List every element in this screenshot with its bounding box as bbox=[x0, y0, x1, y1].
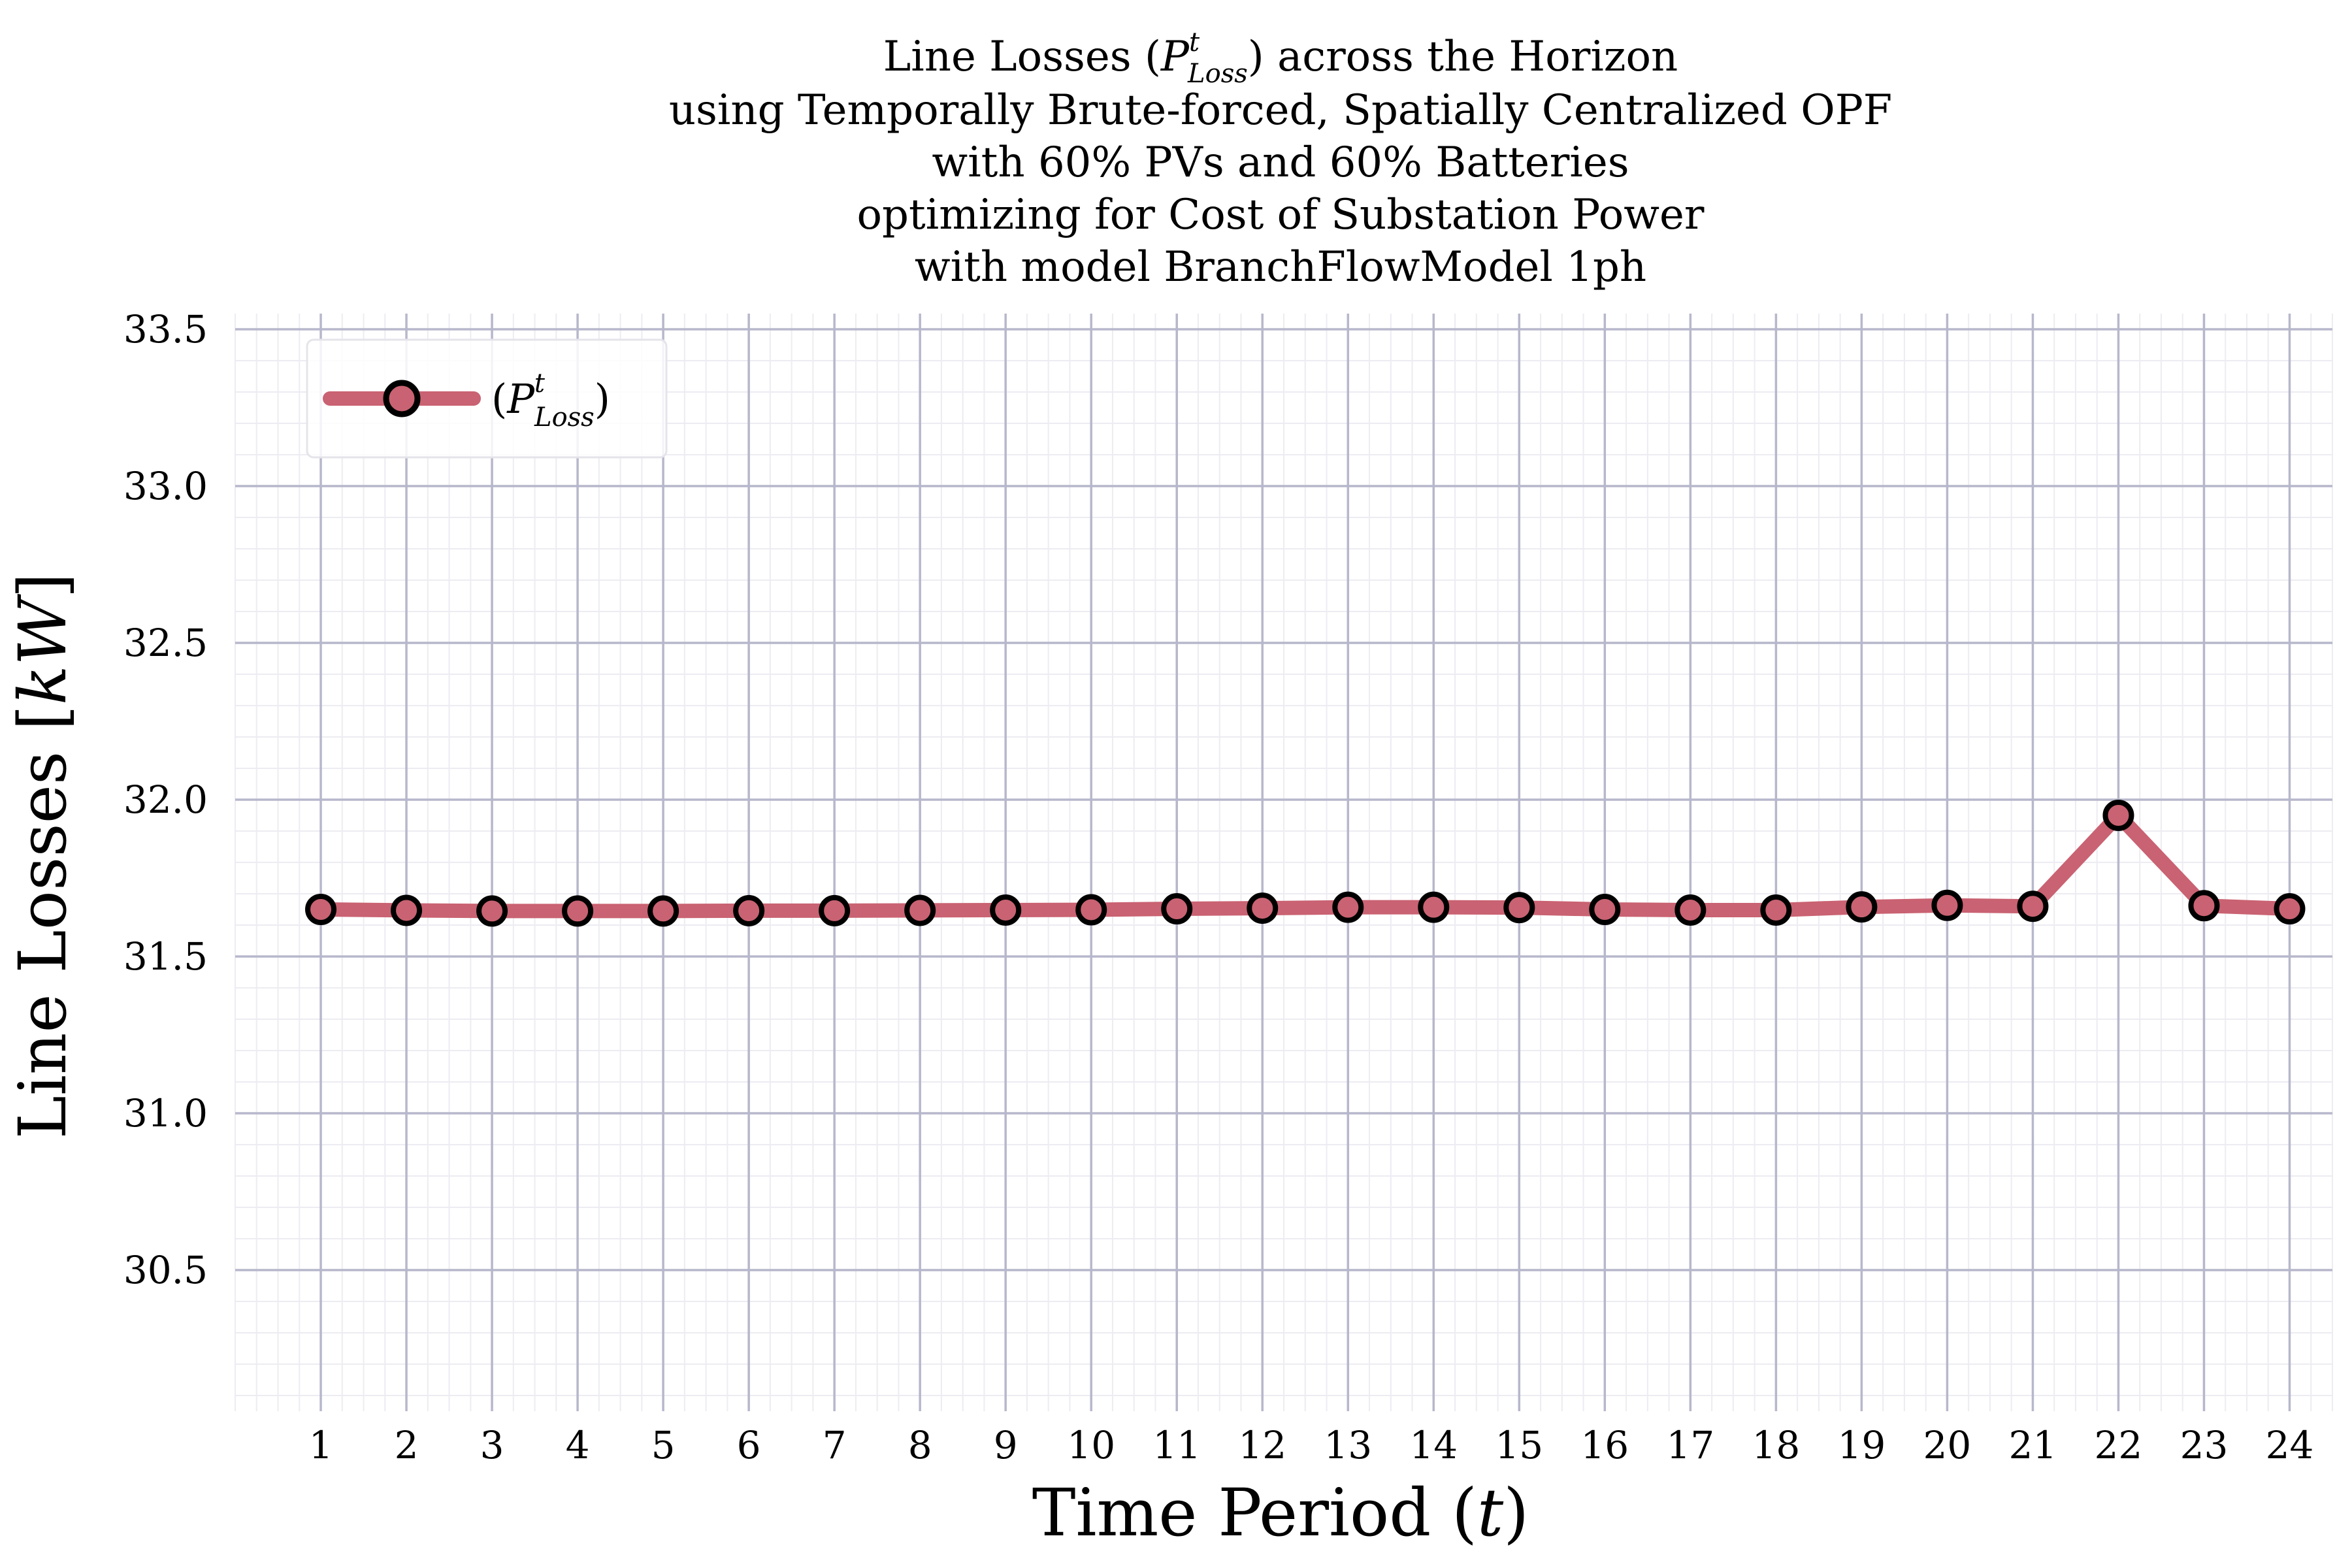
series-layer bbox=[305, 800, 2306, 927]
data-point bbox=[1075, 894, 1107, 926]
x-tick-label: 5 bbox=[651, 1423, 676, 1467]
legend-marker-swatch bbox=[383, 380, 421, 417]
title-line-4: optimizing for Cost of Substation Power bbox=[857, 191, 1705, 239]
minor-grid bbox=[235, 314, 2333, 1411]
title-line-5: with model BranchFlowModel 1ph bbox=[915, 243, 1646, 291]
data-point bbox=[733, 894, 765, 926]
x-tick-label: 4 bbox=[566, 1423, 590, 1467]
data-point bbox=[562, 895, 594, 927]
data-point bbox=[2102, 800, 2134, 831]
x-tick-label: 12 bbox=[1238, 1423, 1286, 1467]
x-tick-label: 15 bbox=[1495, 1423, 1543, 1467]
chart-title: Line Losses (Pt Loss) across the Horizon … bbox=[669, 27, 1892, 291]
x-tick-label: 2 bbox=[395, 1423, 419, 1467]
legend-frame bbox=[306, 338, 668, 459]
y-tick-label: 31.5 bbox=[123, 934, 208, 979]
x-tick-label: 14 bbox=[1409, 1423, 1458, 1467]
x-tick-label: 23 bbox=[2180, 1423, 2229, 1467]
data-point bbox=[2188, 890, 2220, 922]
data-point bbox=[1846, 891, 1878, 923]
data-point bbox=[2274, 893, 2306, 925]
x-tick-label: 8 bbox=[908, 1423, 932, 1467]
x-tick-label: 10 bbox=[1067, 1423, 1115, 1467]
x-tick-label: 20 bbox=[1923, 1423, 1972, 1467]
title-line-3: with 60% PVs and 60% Batteries bbox=[932, 139, 1629, 187]
y-tick-label: 33.5 bbox=[123, 307, 208, 351]
y-tick-label: 33.0 bbox=[123, 464, 208, 508]
x-tick-label: 3 bbox=[480, 1423, 504, 1467]
legend-label: (Pt Loss) bbox=[491, 368, 610, 433]
data-point bbox=[647, 895, 679, 927]
data-point bbox=[305, 894, 337, 925]
title-line-1: Line Losses (Pt Loss) across the Horizon bbox=[883, 27, 1678, 89]
y-tick-label: 32.0 bbox=[123, 777, 208, 822]
x-tick-label: 19 bbox=[1837, 1423, 1886, 1467]
x-tick-label: 18 bbox=[1752, 1423, 1800, 1467]
x-tick-label: 17 bbox=[1666, 1423, 1714, 1467]
data-point bbox=[391, 894, 423, 926]
x-tick-label: 24 bbox=[2266, 1423, 2314, 1467]
x-tick-label: 9 bbox=[994, 1423, 1018, 1467]
x-tick-label: 7 bbox=[823, 1423, 847, 1467]
data-point bbox=[2017, 890, 2049, 923]
y-tick-label: 31.0 bbox=[123, 1091, 208, 1135]
data-point bbox=[990, 894, 1022, 926]
x-tick-label: 13 bbox=[1324, 1423, 1372, 1467]
data-point bbox=[1503, 892, 1535, 924]
data-point bbox=[1332, 891, 1364, 923]
x-tick-label: 16 bbox=[1580, 1423, 1629, 1467]
data-point bbox=[1418, 891, 1450, 923]
x-tick-label: 21 bbox=[2009, 1423, 2057, 1467]
title-line-2: using Temporally Brute-forced, Spatially… bbox=[669, 86, 1892, 135]
data-point bbox=[819, 894, 851, 926]
data-point bbox=[904, 894, 936, 926]
data-point bbox=[1589, 894, 1621, 925]
x-tick-label: 22 bbox=[2095, 1423, 2143, 1467]
y-tick-label: 30.5 bbox=[123, 1248, 208, 1292]
y-tick-labels: 30.5 31.0 31.5 32.0 32.5 33.0 33.5 bbox=[123, 307, 208, 1292]
x-tick-label: 6 bbox=[737, 1423, 761, 1467]
x-tick-label: 11 bbox=[1152, 1423, 1201, 1467]
major-grid bbox=[235, 314, 2332, 1411]
x-tick-label: 1 bbox=[309, 1423, 333, 1467]
y-axis-label: Line Losses [kW] bbox=[5, 573, 81, 1139]
x-tick-labels: 1 2 3 4 5 6 7 8 9 10 11 12 13 14 15 16 17 18 19 20 21 22 23 24 bbox=[309, 1423, 2314, 1467]
y-tick-label: 32.5 bbox=[123, 621, 208, 665]
data-point bbox=[1931, 889, 1963, 921]
x-axis-label: Time Period (t) bbox=[1032, 1475, 1529, 1551]
data-point bbox=[1247, 892, 1279, 924]
data-point bbox=[1161, 893, 1193, 925]
data-point bbox=[1674, 894, 1707, 926]
data-point bbox=[476, 895, 508, 927]
data-point bbox=[1760, 894, 1792, 926]
legend: (Pt Loss) bbox=[306, 338, 668, 459]
